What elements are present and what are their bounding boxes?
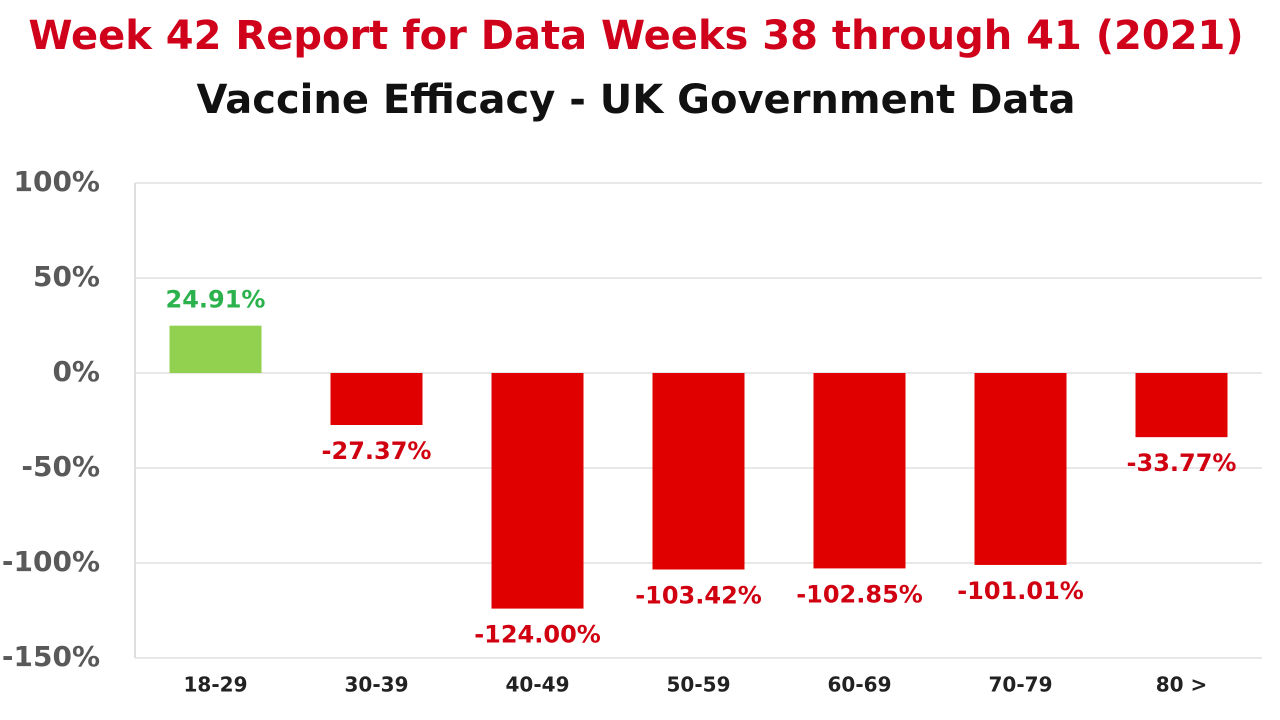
chart-title: Week 42 Report for Data Weeks 38 through… — [28, 13, 1243, 59]
value-label: 24.91% — [166, 286, 266, 314]
y-tick-label: -50% — [21, 450, 100, 483]
x-tick-label: 50-59 — [667, 673, 731, 697]
y-tick-label: 0% — [52, 355, 100, 388]
bar — [1135, 373, 1228, 438]
bar — [169, 325, 262, 373]
value-label: -27.37% — [322, 437, 432, 465]
y-tick-label: 50% — [33, 260, 100, 293]
x-tick-label: 80 > — [1156, 673, 1208, 697]
x-tick-label: 70-79 — [989, 673, 1053, 697]
x-tick-label: 60-69 — [828, 673, 892, 697]
y-tick-label: 100% — [13, 165, 100, 198]
x-tick-label: 30-39 — [345, 673, 409, 697]
bar — [491, 373, 584, 609]
chart-subtitle: Vaccine Efficacy - UK Government Data — [196, 77, 1075, 123]
value-label: -124.00% — [474, 621, 601, 649]
bar — [652, 373, 745, 570]
bar — [974, 373, 1067, 565]
y-tick-label: -100% — [2, 545, 100, 578]
bar — [330, 373, 423, 426]
value-label: -101.01% — [957, 577, 1084, 605]
bar — [813, 373, 906, 569]
value-label: -102.85% — [796, 580, 923, 608]
x-tick-label: 40-49 — [506, 673, 570, 697]
value-label: -33.77% — [1127, 449, 1237, 477]
y-tick-label: -150% — [2, 640, 100, 673]
value-label: -103.42% — [635, 581, 762, 609]
x-tick-label: 18-29 — [184, 673, 248, 697]
